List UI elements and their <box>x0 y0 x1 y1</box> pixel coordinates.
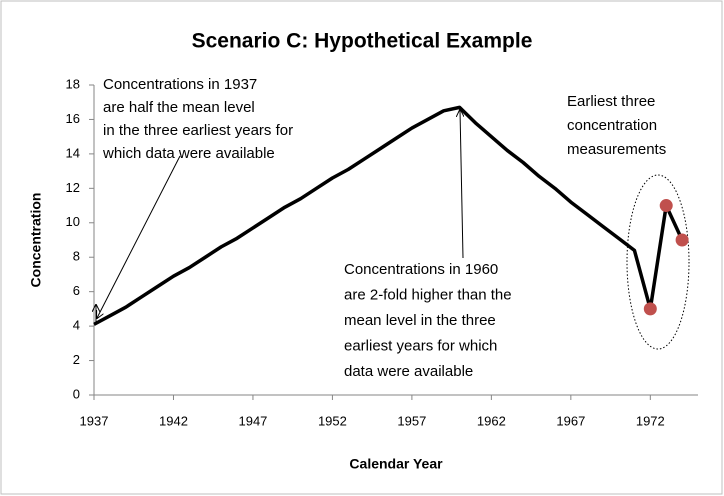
annotation: are 2-fold higher than the <box>344 286 512 303</box>
annotation-arrow <box>460 110 463 259</box>
annotation: Concentrations in 1960 <box>344 261 498 278</box>
y-tick-label: 0 <box>73 386 80 401</box>
annotation: in the three earliest years for <box>103 122 293 139</box>
x-tick-label: 1967 <box>556 413 585 428</box>
point-marker <box>675 233 689 247</box>
y-tick-label: 16 <box>66 111 80 126</box>
x-tick-label: 1952 <box>318 413 347 428</box>
annotation: are half the mean level <box>103 99 255 116</box>
y-tick-label: 12 <box>66 180 80 195</box>
x-tick-label: 1957 <box>397 413 426 428</box>
y-axis-label: Concentration <box>28 193 44 288</box>
y-tick-label: 4 <box>73 318 80 333</box>
annotation: concentration <box>567 117 657 134</box>
data-line <box>93 105 684 326</box>
x-tick-label: 1937 <box>80 413 109 428</box>
y-tick-label: 6 <box>73 283 80 298</box>
annotation: data were available <box>344 363 473 380</box>
x-tick-label: 1962 <box>477 413 506 428</box>
y-tick-label: 18 <box>66 76 80 91</box>
annotation: Concentrations in 1937 <box>103 76 257 93</box>
y-tick-label: 10 <box>66 214 80 229</box>
highlight-ellipse <box>626 174 690 350</box>
annotation: measurements <box>567 141 666 158</box>
y-tick-label: 8 <box>73 249 80 264</box>
x-tick-label: 1972 <box>636 413 665 428</box>
x-axis-label: Calendar Year <box>349 456 443 472</box>
x-tick-label: 1942 <box>159 413 188 428</box>
y-tick-label: 14 <box>66 145 80 160</box>
chart-title: Scenario C: Hypothetical Example <box>192 30 533 53</box>
annotation: earliest years for which <box>344 337 497 354</box>
point-marker <box>659 199 673 213</box>
annotation: which data were available <box>102 145 275 162</box>
point-marker <box>643 302 657 316</box>
annotation-arrow <box>97 155 181 318</box>
y-tick-label: 2 <box>73 352 80 367</box>
annotation: Earliest three <box>567 93 655 110</box>
annotation: mean level in the three <box>344 312 496 329</box>
x-tick-label: 1947 <box>238 413 267 428</box>
